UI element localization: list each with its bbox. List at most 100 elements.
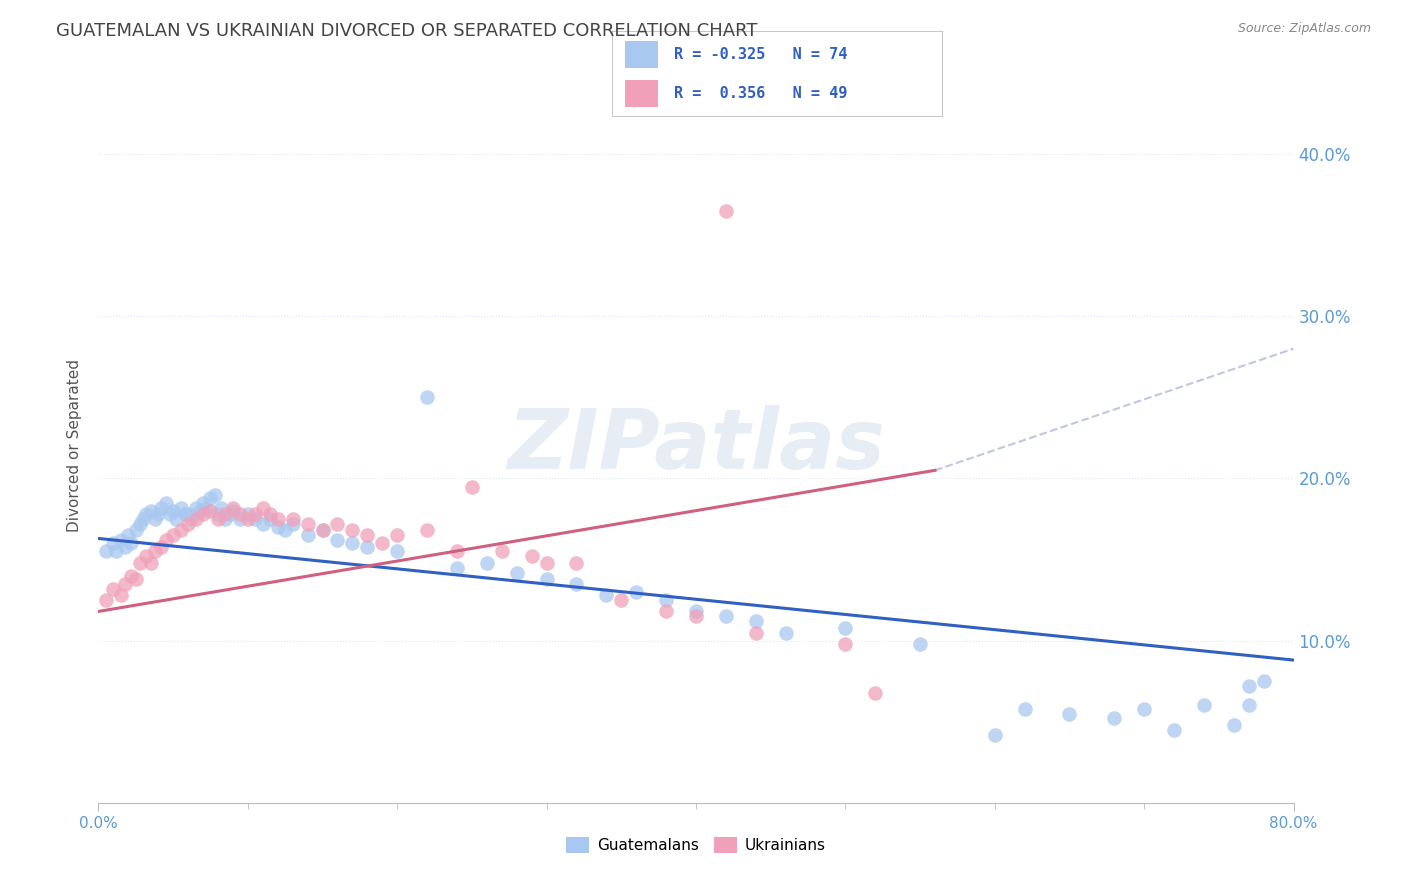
Point — [229, 512, 252, 526]
Text: R = -0.325   N = 74: R = -0.325 N = 74 — [675, 46, 848, 62]
Point — [908, 637, 931, 651]
Point — [236, 507, 259, 521]
Point — [129, 516, 152, 531]
Point — [714, 609, 737, 624]
Point — [184, 500, 207, 515]
Text: R =  0.356   N = 49: R = 0.356 N = 49 — [675, 87, 848, 102]
Point — [610, 593, 633, 607]
Point — [565, 556, 588, 570]
Point — [1133, 702, 1156, 716]
Point — [342, 536, 364, 550]
Point — [655, 604, 678, 618]
Point — [446, 544, 468, 558]
Point — [110, 588, 132, 602]
Point — [209, 500, 232, 515]
Point — [274, 524, 297, 538]
Point — [1059, 706, 1081, 721]
Bar — [624, 40, 658, 68]
Point — [834, 621, 856, 635]
Point — [200, 491, 222, 505]
Point — [125, 572, 148, 586]
Point — [162, 504, 184, 518]
Point — [245, 512, 267, 526]
Point — [281, 512, 304, 526]
Point — [1237, 679, 1260, 693]
Point — [356, 540, 378, 554]
Point — [1014, 702, 1036, 716]
Point — [416, 524, 439, 538]
Point — [222, 500, 245, 515]
Point — [297, 516, 319, 531]
Text: ZIPatlas: ZIPatlas — [508, 406, 884, 486]
Point — [143, 512, 166, 526]
Point — [214, 507, 236, 521]
Point — [1237, 698, 1260, 713]
Point — [236, 512, 259, 526]
Point — [536, 572, 558, 586]
Point — [371, 536, 394, 550]
Point — [139, 556, 162, 570]
Point — [165, 512, 187, 526]
Point — [155, 533, 177, 547]
Point — [626, 585, 648, 599]
Point — [745, 625, 768, 640]
Point — [162, 528, 184, 542]
Point — [834, 637, 856, 651]
Point — [491, 544, 513, 558]
Point — [655, 593, 678, 607]
Point — [207, 507, 229, 521]
Point — [177, 507, 200, 521]
Point — [200, 504, 222, 518]
Point — [132, 512, 155, 526]
Point — [267, 512, 290, 526]
Point — [191, 496, 214, 510]
Point — [865, 685, 887, 699]
Point — [174, 507, 197, 521]
Legend: Guatemalans, Ukrainians: Guatemalans, Ukrainians — [560, 831, 832, 859]
Point — [191, 507, 214, 521]
Point — [416, 390, 439, 404]
Point — [169, 500, 191, 515]
Point — [114, 540, 136, 554]
Point — [252, 500, 274, 515]
Point — [110, 533, 132, 547]
Point — [1104, 711, 1126, 725]
Text: Source: ZipAtlas.com: Source: ZipAtlas.com — [1237, 22, 1371, 36]
Point — [714, 203, 737, 218]
Point — [326, 533, 349, 547]
Point — [155, 496, 177, 510]
Point — [1163, 723, 1185, 737]
Point — [195, 500, 218, 515]
Point — [1253, 674, 1275, 689]
Point — [475, 556, 498, 570]
Point — [177, 516, 200, 531]
Point — [1223, 718, 1246, 732]
Point — [204, 488, 226, 502]
Point — [685, 609, 707, 624]
Point — [565, 577, 588, 591]
Point — [281, 516, 304, 531]
Point — [117, 528, 139, 542]
Point — [105, 544, 128, 558]
Point — [207, 512, 229, 526]
Point — [536, 556, 558, 570]
Bar — [624, 80, 658, 108]
Point — [135, 507, 157, 521]
Point — [184, 512, 207, 526]
Point — [114, 577, 136, 591]
Point — [311, 524, 333, 538]
Point — [595, 588, 617, 602]
Point — [385, 528, 409, 542]
Point — [219, 507, 242, 521]
Point — [139, 504, 162, 518]
Point — [169, 524, 191, 538]
Point — [129, 556, 152, 570]
Point — [297, 528, 319, 542]
Point — [103, 536, 125, 550]
Point — [120, 568, 142, 582]
Point — [1192, 698, 1215, 713]
Point — [775, 625, 797, 640]
Point — [385, 544, 409, 558]
Point — [685, 604, 707, 618]
Point — [120, 536, 142, 550]
